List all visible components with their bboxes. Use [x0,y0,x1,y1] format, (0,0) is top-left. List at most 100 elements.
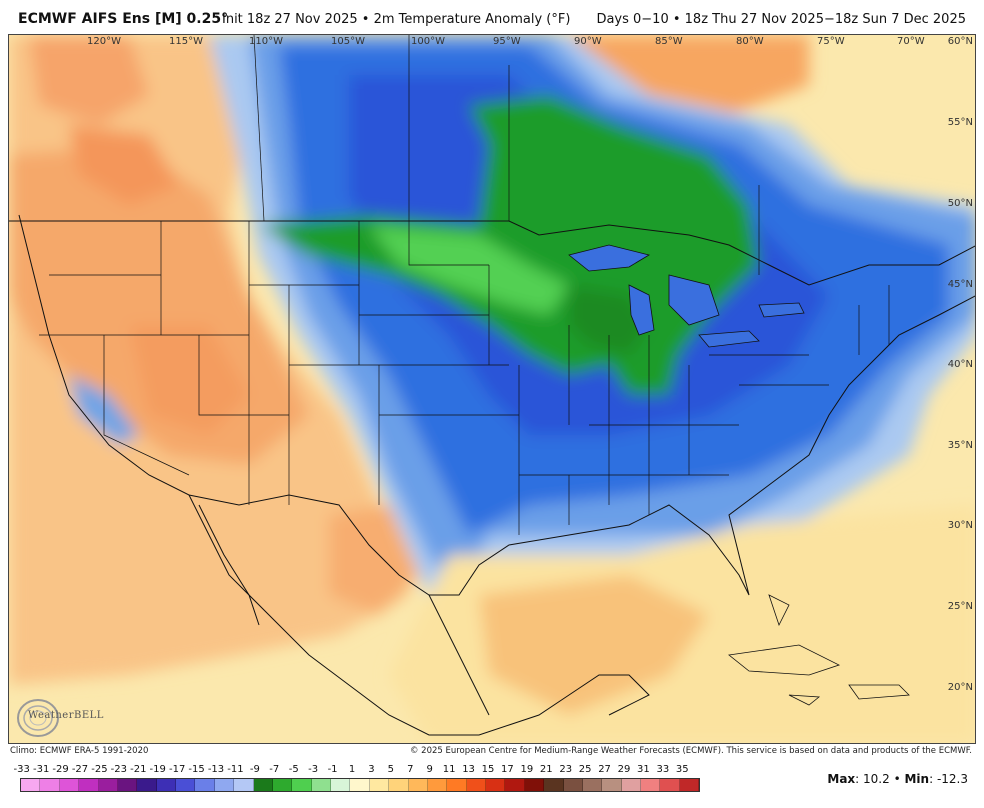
legend-swatch [156,779,176,791]
legend-label: 23 [559,764,573,775]
legend-swatch [234,779,254,791]
legend-label: -1 [327,764,338,775]
legend-label: 25 [578,764,592,775]
logo-swirl-icon [17,699,59,737]
max-value: 10.2 [863,772,890,786]
header: ECMWF AIFS Ens [M] 0.25° Init 18z 27 Nov… [0,0,984,34]
legend-label: 9 [426,764,433,775]
lat-label: 20°N [947,682,973,693]
legend-label: -19 [149,764,166,775]
legend-swatch [79,779,99,791]
legend-swatch [98,779,118,791]
color-legend: -33 -31 -29 -27 -25 -23 -21 -19 -17 -15 -13 -11 -9 -7… [14,764,700,792]
lat-label: 30°N [947,520,973,531]
legend-label: -25 [91,764,108,775]
legend-swatch [544,779,564,791]
legend-swatch [137,779,157,791]
min-value: -12.3 [936,772,968,786]
legend-swatch [466,779,486,791]
climo-note: Climo: ECMWF ERA-5 1991-2020 [10,746,149,756]
country-borders [9,214,975,736]
legend-label: 21 [539,764,553,775]
map-title: ECMWF AIFS Ens [M] 0.25° [18,11,229,27]
legend-label: 3 [368,764,375,775]
legend-label: -3 [308,764,319,775]
logo-text: WeatherBELL [28,710,104,721]
legend-swatch [563,779,583,791]
legend-swatch [660,779,680,791]
lat-label: 35°N [947,440,973,451]
legend-label: 33 [656,764,670,775]
init-subtitle: Init 18z 27 Nov 2025 • 2m Temperature An… [222,12,571,27]
legend-swatch [59,779,80,791]
legend-label: 29 [617,764,631,775]
legend-label: -21 [130,764,147,775]
lat-label: 50°N [947,198,973,209]
legend-label: 31 [637,764,650,775]
legend-swatch [311,779,331,791]
legend-swatch [582,779,603,791]
legend-swatch [40,779,60,791]
legend-label: -11 [227,764,244,775]
legend-label: -9 [249,764,260,775]
state-borders [39,35,890,535]
lon-label: 95°W [493,36,521,47]
anomaly-map[interactable]: 120°W 115°W 110°W 105°W 100°W 95°W 90°W … [8,34,976,744]
legend-swatch [679,779,700,791]
lat-label: 60°N [947,36,973,47]
map-canvas [9,35,975,743]
legend-swatch [602,779,622,791]
copyright-note: © 2025 European Centre for Medium-Range … [409,746,972,756]
min-label: Min [904,772,930,786]
weatherbell-logo: WeatherBELL [14,696,103,742]
lon-label: 85°W [655,36,683,47]
legend-label: -15 [188,764,205,775]
legend-swatch [350,779,370,791]
lon-label: 70°W [897,36,925,47]
legend-label: -13 [207,764,225,775]
lon-label: 90°W [574,36,602,47]
legend-swatch [505,779,525,791]
lat-label: 40°N [947,359,973,370]
legend-label: -7 [269,764,280,775]
great-lakes [568,244,805,348]
legend-label: -17 [168,764,186,775]
lat-label: 45°N [947,279,973,290]
lon-label: 100°W [411,36,445,47]
legend-bar [20,778,700,792]
legend-swatch [408,779,428,791]
legend-labels: -33 -31 -29 -27 -25 -23 -21 -19 -17 -15 -13 -11 -9 -7… [14,764,700,778]
lon-label: 105°W [331,36,365,47]
legend-swatch [117,779,138,791]
legend-swatch [486,779,506,791]
legend-swatch [331,779,351,791]
legend-swatch [195,779,215,791]
legend-label: 1 [348,764,356,775]
legend-swatch [214,779,235,791]
legend-swatch [369,779,390,791]
legend-swatch [621,779,641,791]
legend-label: 5 [387,764,395,775]
lon-label: 110°W [249,36,283,47]
lon-label: 80°W [736,36,764,47]
legend-swatch [447,779,467,791]
legend-swatch [272,779,293,791]
legend-label: -33 [13,764,30,775]
legend-label: -31 [32,764,50,775]
max-min-readout: Max: 10.2 • Min: -12.3 [827,772,968,786]
legend-label: 17 [501,764,514,775]
legend-label: 35 [675,764,689,775]
lat-label: 55°N [947,117,973,128]
legend-label: 11 [442,764,456,775]
legend-swatch [427,779,448,791]
lon-label: 75°W [817,36,845,47]
legend-swatch [176,779,196,791]
legend-swatch [253,779,273,791]
legend-label: -23 [110,764,128,775]
max-label: Max [827,772,856,786]
legend-label: 27 [598,764,611,775]
legend-swatch [292,779,312,791]
legend-swatch [524,779,545,791]
legend-label: -5 [288,764,299,775]
lon-label: 115°W [169,36,203,47]
